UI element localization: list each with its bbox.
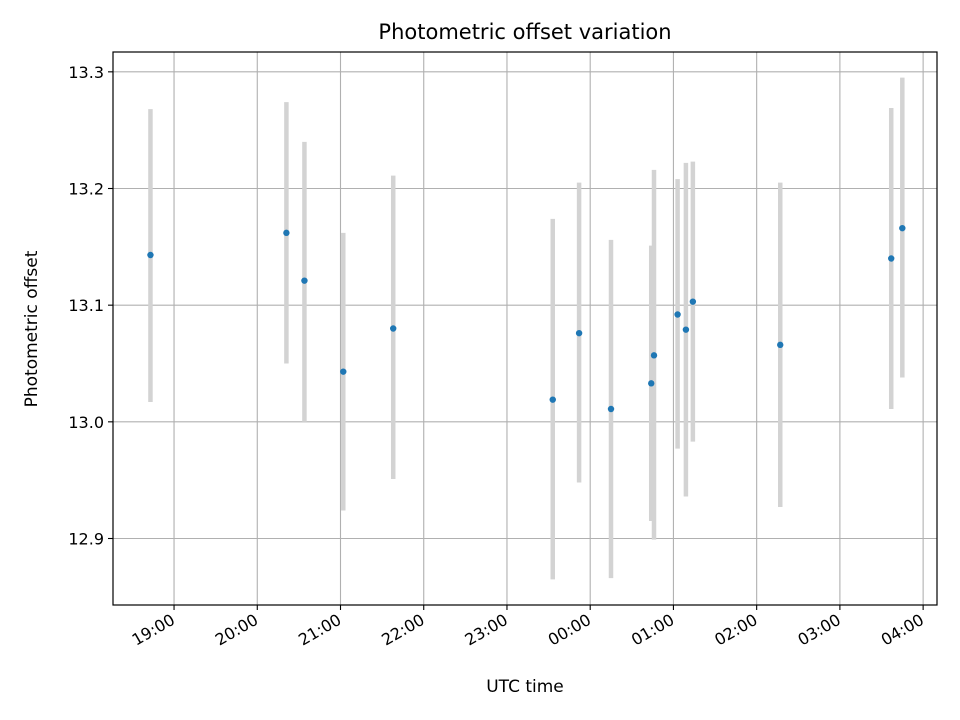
axes-frame xyxy=(112,51,938,606)
data-point xyxy=(674,311,681,318)
chart-title: Photometric offset variation xyxy=(378,20,671,44)
y-tick-label: 13.1 xyxy=(68,296,104,315)
data-point xyxy=(549,396,556,403)
data-point xyxy=(777,341,784,349)
data-point xyxy=(650,352,658,359)
data-point xyxy=(607,405,615,413)
data-point xyxy=(575,329,583,337)
data-point xyxy=(340,368,347,375)
data-points xyxy=(147,224,906,413)
data-point xyxy=(899,224,906,232)
data-point xyxy=(147,251,154,259)
y-axis-ticks: 12.9 13.0 13.1 13.2 13.3 xyxy=(68,63,113,549)
data-point xyxy=(682,326,690,333)
data-point xyxy=(301,277,308,284)
data-point xyxy=(390,325,397,332)
data-point xyxy=(888,255,895,262)
data-point xyxy=(689,298,697,305)
data-point xyxy=(283,229,290,237)
y-axis-label: Photometric offset xyxy=(22,250,42,407)
x-axis-label: UTC time xyxy=(486,677,564,697)
y-tick-label: 13.3 xyxy=(68,63,104,82)
grid xyxy=(113,52,937,605)
data-point xyxy=(648,380,655,387)
y-tick-label: 12.9 xyxy=(68,530,104,549)
y-tick-label: 13.2 xyxy=(68,180,104,199)
y-tick-label: 13.0 xyxy=(68,413,104,432)
